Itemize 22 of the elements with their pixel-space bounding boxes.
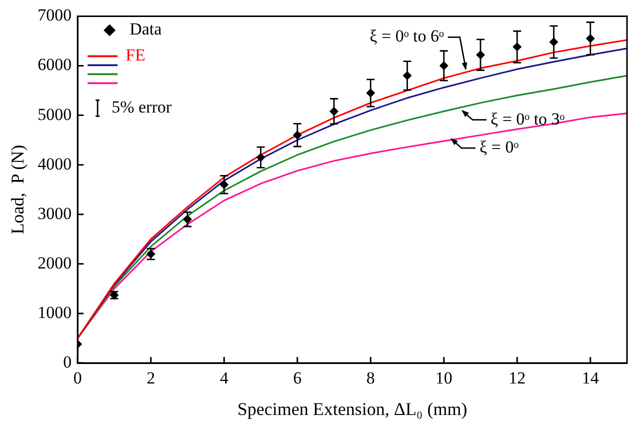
y-tick-label: 5000 bbox=[38, 104, 72, 124]
x-tick-label: 6 bbox=[293, 368, 302, 388]
x-tick-label: 12 bbox=[508, 368, 526, 388]
x-tick-label: 4 bbox=[220, 368, 229, 388]
x-tick-label: 2 bbox=[146, 368, 156, 388]
y-axis-title: Load, P (N) bbox=[8, 144, 28, 234]
x-tick-label: 8 bbox=[366, 368, 375, 388]
y-tick-label: 4000 bbox=[38, 154, 72, 174]
y-tick-label: 0 bbox=[63, 352, 72, 372]
annotation: ξ = 0ᵒ bbox=[480, 138, 519, 157]
y-tick-label: 6000 bbox=[38, 55, 72, 74]
x-tick-label: 10 bbox=[435, 368, 452, 388]
x-axis-title: Specimen Extension, ΔL₀ (mm) bbox=[237, 398, 468, 419]
y-tick-label: 3000 bbox=[38, 204, 72, 223]
y-tick-label: 2000 bbox=[38, 253, 72, 272]
legend-label: Data bbox=[130, 20, 162, 39]
annotation: ξ = 0ᵒ to 6ᵒ bbox=[370, 26, 444, 46]
y-tick-label: 1000 bbox=[38, 302, 72, 322]
legend-label: FE bbox=[126, 46, 146, 65]
y-tick-label: 7000 bbox=[38, 6, 72, 25]
annotation: 5% error bbox=[112, 98, 172, 117]
x-tick-label: 14 bbox=[582, 368, 600, 388]
